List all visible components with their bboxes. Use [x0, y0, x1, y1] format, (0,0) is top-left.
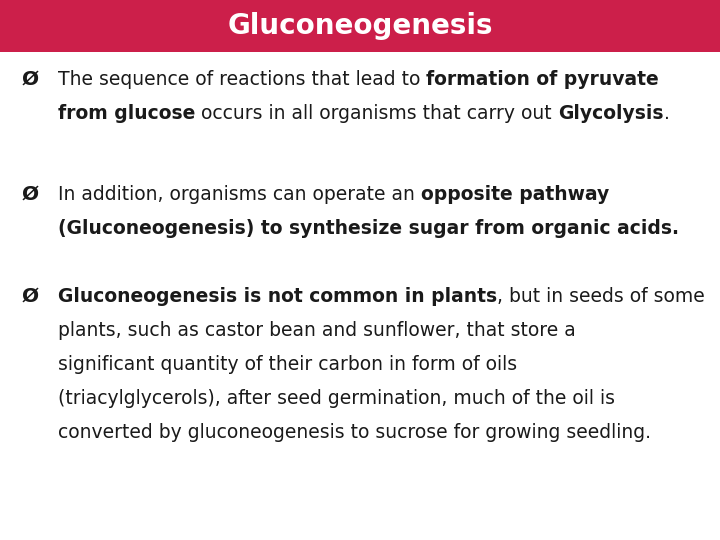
Text: (triacylglycerols), after seed germination, much of the oil is: (triacylglycerols), after seed germinati… — [58, 389, 615, 408]
Text: converted by gluconeogenesis to sucrose for growing seedling.: converted by gluconeogenesis to sucrose … — [58, 423, 651, 442]
Text: from glucose: from glucose — [58, 104, 195, 123]
Bar — [0, 0, 720, 52]
Text: The sequence of reactions that lead to: The sequence of reactions that lead to — [58, 70, 426, 89]
Text: significant quantity of their carbon in form of oils: significant quantity of their carbon in … — [58, 355, 517, 374]
Text: Ø: Ø — [22, 70, 39, 89]
Text: Ø: Ø — [22, 287, 39, 306]
Text: .: . — [664, 104, 670, 123]
Text: , but in seeds of some: , but in seeds of some — [497, 287, 705, 306]
Text: In addition, organisms can operate an: In addition, organisms can operate an — [58, 185, 421, 204]
Text: occurs in all organisms that carry out: occurs in all organisms that carry out — [195, 104, 558, 123]
Text: Glycolysis: Glycolysis — [558, 104, 664, 123]
Text: formation of pyruvate: formation of pyruvate — [426, 70, 659, 89]
Text: Gluconeogenesis: Gluconeogenesis — [228, 12, 492, 40]
Text: Ø: Ø — [22, 185, 39, 204]
Text: (Gluconeogenesis) to synthesize sugar from organic acids.: (Gluconeogenesis) to synthesize sugar fr… — [58, 219, 679, 238]
Text: opposite pathway: opposite pathway — [421, 185, 609, 204]
Text: Gluconeogenesis is not common in plants: Gluconeogenesis is not common in plants — [58, 287, 497, 306]
Text: plants, such as castor bean and sunflower, that store a: plants, such as castor bean and sunflowe… — [58, 321, 576, 340]
